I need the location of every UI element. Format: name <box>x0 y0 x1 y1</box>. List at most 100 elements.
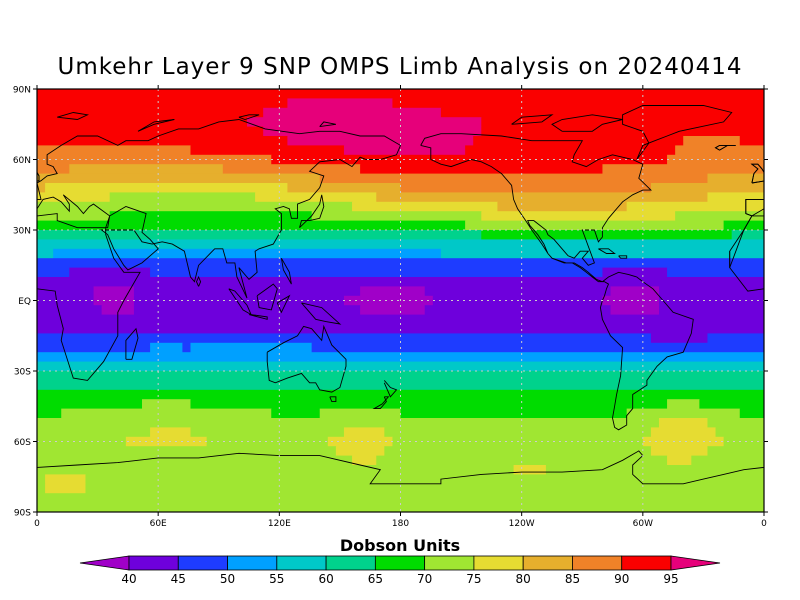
coastline <box>383 380 398 398</box>
lat-tick-label: 90S <box>14 509 31 519</box>
field-cell <box>263 126 482 137</box>
field-cell <box>352 455 377 466</box>
coastlines <box>0 105 800 485</box>
field-cell <box>513 465 547 475</box>
field-cell <box>723 220 764 231</box>
field-cell <box>707 173 764 184</box>
field-cell <box>45 183 289 193</box>
field-cell <box>610 305 660 316</box>
colorbar-level-label: 65 <box>368 572 383 586</box>
field-cell <box>642 436 725 447</box>
field-cell <box>37 342 151 353</box>
field-cell <box>343 145 466 156</box>
field-cell <box>37 136 289 146</box>
field-cell <box>400 183 652 193</box>
coastline <box>196 275 202 287</box>
field-cell <box>61 408 272 419</box>
coastline <box>299 194 325 229</box>
field-cell <box>109 192 256 203</box>
field-cell <box>699 399 764 410</box>
coastline <box>750 163 764 184</box>
field-cell <box>255 192 377 203</box>
field-cell <box>715 427 764 438</box>
lon-tick-label: 120W <box>509 519 535 529</box>
field-cell <box>190 399 668 410</box>
field-cell <box>271 408 321 419</box>
field-cell <box>93 295 135 306</box>
field-cell <box>650 333 709 344</box>
lon-tick-label: 0 <box>761 519 767 529</box>
field-cell <box>37 154 272 165</box>
field-cell <box>45 483 87 494</box>
field-cell <box>69 267 151 278</box>
field-cell <box>497 201 628 212</box>
field-cell <box>206 436 329 447</box>
field-cell <box>182 342 192 353</box>
colorbar-swatch <box>227 555 278 571</box>
field-cell <box>133 286 361 297</box>
colorbar-swatch <box>473 555 524 571</box>
field-cell <box>37 333 652 344</box>
field-cell <box>343 295 434 306</box>
field-cell <box>37 408 62 419</box>
field-cell <box>37 173 321 184</box>
colorbar-level-label: 40 <box>121 572 136 586</box>
graticule <box>37 89 764 512</box>
field-cell <box>37 446 337 457</box>
field-cell <box>37 295 95 306</box>
colorbar-level-label: 95 <box>663 572 678 586</box>
coastline <box>372 396 390 410</box>
field-cell <box>424 286 612 297</box>
coastline <box>37 119 402 381</box>
field-cell <box>37 427 151 438</box>
field-cell <box>384 427 652 438</box>
colorbar-swatch <box>325 555 376 571</box>
coastline <box>784 113 800 120</box>
field-cell <box>650 446 709 457</box>
colorbar-level-label: 55 <box>269 572 284 586</box>
field-cell <box>658 305 764 316</box>
lat-tick-label: 30S <box>14 368 31 378</box>
field-cell <box>658 286 764 297</box>
field-cell <box>37 201 353 212</box>
field-cell <box>739 408 764 419</box>
field-cell <box>150 267 604 278</box>
field-cell <box>465 220 725 231</box>
field-cell <box>37 230 482 240</box>
field-cell <box>440 107 764 118</box>
field-cell <box>683 136 741 146</box>
field-cell <box>85 483 764 494</box>
colorbar-swatch <box>177 555 228 571</box>
colorbar-swatch-upper <box>670 555 721 571</box>
field-cell <box>37 314 764 325</box>
colorbar-swatch <box>522 555 573 571</box>
coastline <box>276 294 291 314</box>
lat-tick-label: 90N <box>13 86 31 96</box>
colorbar-level-label: 70 <box>417 572 432 586</box>
field-cell <box>287 136 474 146</box>
coastline <box>622 105 733 160</box>
colorbar-swatch <box>621 555 672 571</box>
field-cell <box>658 295 764 306</box>
field-cell <box>37 286 95 297</box>
field-cell <box>37 192 111 203</box>
lon-tick-label: 60W <box>633 519 653 529</box>
field-cell <box>69 164 224 175</box>
field-cell <box>731 230 764 240</box>
coastline <box>0 145 9 150</box>
field-cell <box>335 446 385 457</box>
field-cell <box>150 342 183 353</box>
coastline <box>37 467 38 468</box>
field-cell <box>602 164 764 175</box>
field-cell <box>222 164 361 175</box>
coastline <box>57 112 90 120</box>
field-cell <box>142 399 192 410</box>
field-cell <box>37 418 660 428</box>
field-cell <box>400 408 628 419</box>
field-cell <box>85 474 764 485</box>
field-cell <box>37 502 764 512</box>
colorbar-swatch <box>276 555 327 571</box>
coastline <box>729 183 764 268</box>
field-cell <box>109 211 313 222</box>
